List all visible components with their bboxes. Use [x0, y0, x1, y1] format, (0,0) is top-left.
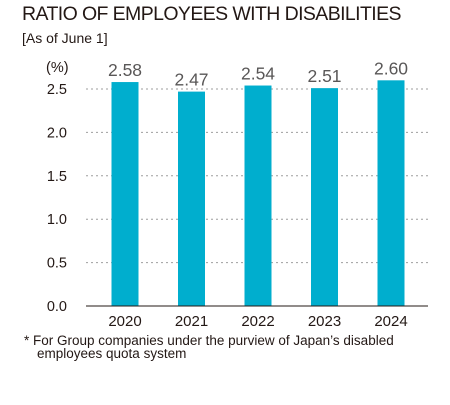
value-label: 2.51 [307, 66, 341, 86]
bar [244, 85, 272, 306]
y-tick-label: 1.5 [47, 169, 67, 185]
bar [111, 82, 139, 306]
value-label: 2.47 [174, 70, 208, 90]
value-label: 2.58 [108, 60, 142, 80]
x-tick-labels: 2020 2021 2022 2023 2024 [108, 313, 407, 330]
y-tick-label: 0.0 [47, 299, 67, 315]
value-labels: 2.58 2.47 2.54 2.51 2.60 [108, 58, 408, 89]
x-tick-label: 2021 [175, 313, 208, 330]
bar [178, 91, 205, 306]
chart-subtitle: [As of June 1] [22, 30, 108, 46]
x-tick-label: 2020 [108, 313, 141, 330]
y-axis-unit-label: (%) [46, 60, 69, 76]
x-tick-label: 2023 [308, 313, 341, 330]
footnote: * For Group companies under the purview … [24, 333, 434, 361]
y-tick-labels: 0.0 0.5 1.0 1.5 2.0 2.5 [47, 82, 67, 315]
footnote-line-1: * For Group companies under the purview … [24, 333, 394, 348]
bar [377, 80, 405, 306]
bars [111, 80, 405, 306]
footnote-line-2: employees quota system [37, 346, 187, 361]
x-tick-label: 2022 [241, 313, 274, 330]
y-tick-label: 2.5 [47, 82, 67, 98]
x-tick-label: 2024 [374, 313, 407, 330]
y-tick-label: 1.0 [47, 212, 67, 228]
value-label: 2.54 [241, 64, 275, 84]
bar [311, 88, 338, 306]
y-tick-label: 2.0 [47, 125, 67, 141]
y-tick-label: 0.5 [47, 256, 67, 272]
chart-title: RATIO OF EMPLOYEES WITH DISABILITIES [22, 3, 402, 25]
value-label: 2.60 [374, 58, 408, 78]
